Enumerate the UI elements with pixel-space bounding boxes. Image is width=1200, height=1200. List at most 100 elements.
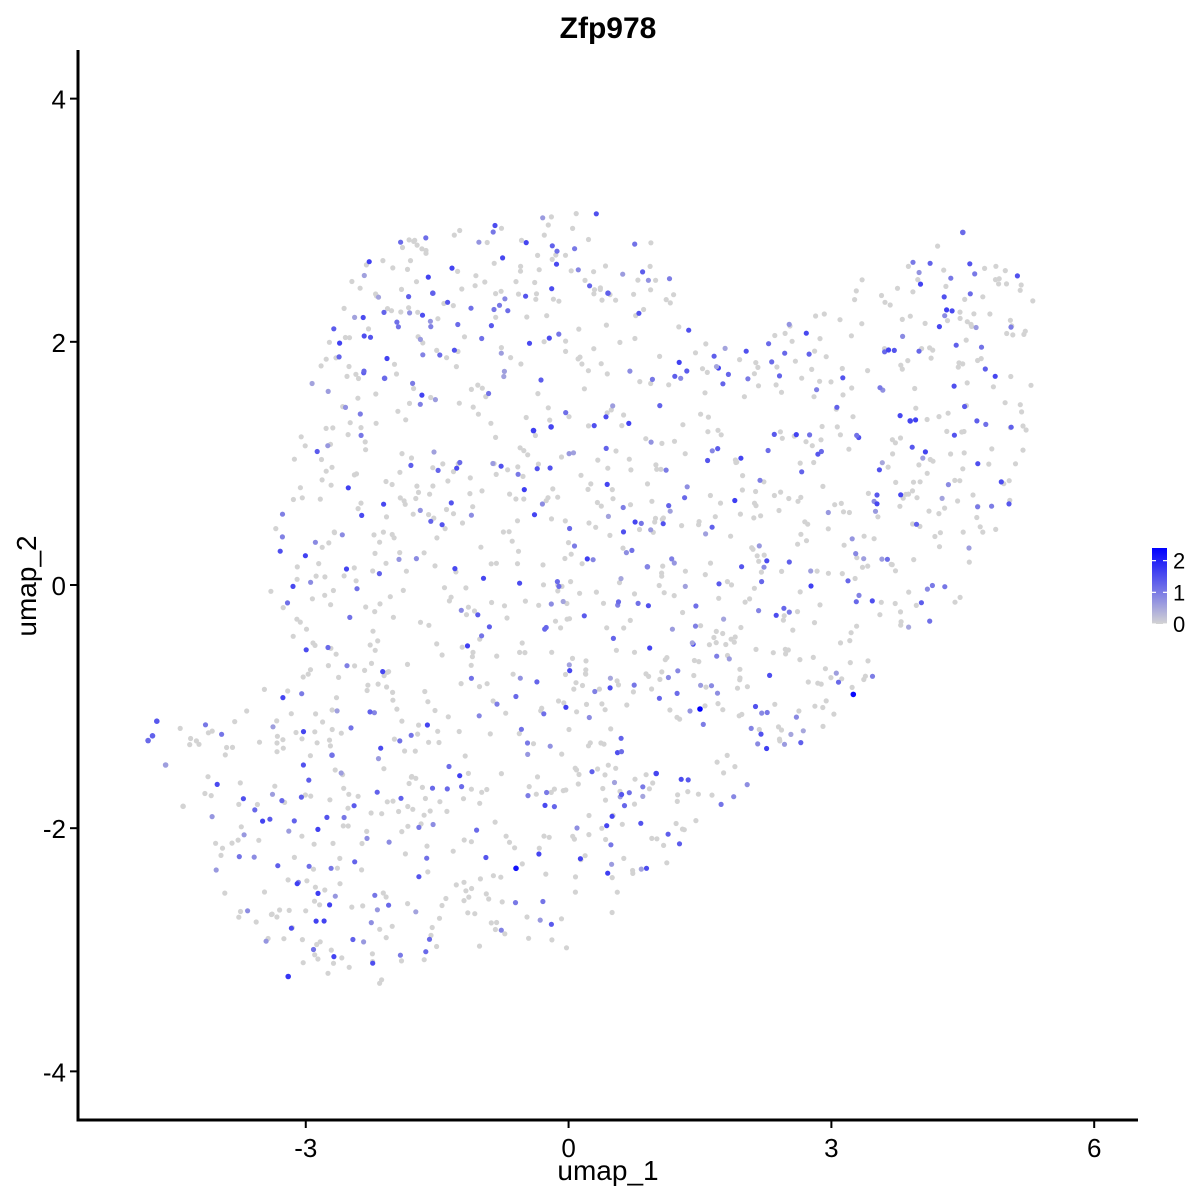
scatter-point [479,488,485,494]
scatter-point [865,368,871,374]
scatter-point [450,469,457,475]
scatter-point [384,669,390,675]
scatter-point [341,814,347,821]
scatter-point [569,655,576,662]
scatter-point [813,313,819,319]
scatter-point [540,898,546,905]
scatter-point [906,589,912,595]
scatter-point [338,730,344,736]
scatter-point [479,385,485,391]
scatter-point [678,776,684,782]
scatter-point [404,266,411,272]
scatter-point [550,296,557,302]
scatter-point [679,523,685,529]
scatter-point [604,371,610,377]
scatter-point [209,728,215,734]
scatter-point [312,884,318,890]
scatter-point [300,674,306,680]
scatter-point [951,432,958,438]
scatter-point [455,321,461,328]
scatter-point [609,487,615,493]
scatter-point [484,681,490,687]
scatter-point [758,513,764,519]
scatter-point [279,798,285,804]
scatter-point [798,531,804,537]
scatter-point [274,749,280,755]
scatter-point [269,791,276,797]
scatter-point [294,576,300,582]
scatter-point [459,520,466,526]
scatter-point [315,956,321,962]
scatter-point [894,285,901,291]
scatter-point [318,456,325,463]
scatter-point [980,529,986,535]
scatter-point [326,540,332,546]
scatter-point [327,797,333,803]
scatter-point [776,736,783,742]
scatter-point [394,319,400,325]
scatter-point [728,636,734,642]
scatter-point [377,926,383,932]
scatter-point [354,586,360,592]
scatter-point [581,613,587,619]
scatter-point [705,429,711,435]
scatter-point [488,561,494,567]
scatter-point [457,773,463,779]
scatter-point [407,258,414,264]
scatter-point [592,688,598,695]
scatter-point [853,551,859,557]
scatter-point [408,732,414,738]
scatter-point [290,496,296,503]
scatter-point [922,320,928,326]
scatter-point [517,649,523,656]
scatter-point [486,896,492,902]
scatter-point [351,565,357,571]
scatter-point [853,288,859,294]
scatter-point [558,625,564,631]
scatter-point [574,825,580,831]
scatter-point [516,731,522,737]
scatter-point [631,649,638,655]
scatter-point [951,383,957,389]
scatter-point [352,663,358,669]
scatter-point [544,789,550,796]
scatter-point [758,569,765,575]
scatter-point [368,920,374,926]
scatter-point [928,355,934,361]
scatter-point [381,375,388,382]
scatter-point [905,358,911,364]
scatter-point [162,762,169,768]
scatter-point [652,515,659,522]
scatter-point [596,686,603,692]
scatter-point [555,494,561,500]
scatter-point [773,612,779,618]
scatter-point [446,598,452,604]
scatter-point [751,515,757,521]
color-legend: 0 1 2 [1152,548,1185,637]
scatter-point [479,335,485,342]
scatter-point [650,780,656,786]
scatter-point [659,669,665,675]
scatter-point [620,529,627,535]
scatter-point [766,341,772,347]
scatter-point [523,293,529,299]
scatter-point [303,908,309,914]
scatter-point [713,364,720,370]
scatter-point [340,823,346,829]
scatter-point [364,828,370,835]
scatter-point [898,362,904,368]
scatter-point [421,957,427,963]
scatter-point [268,588,274,594]
scatter-point [468,305,474,311]
scatter-point [573,211,579,217]
scatter-point [309,380,315,387]
scatter-point [966,559,972,565]
scatter-point [618,576,624,582]
scatter-point [395,408,401,414]
scatter-point [536,851,542,857]
scatter-point [707,492,714,499]
scatter-point [620,271,626,277]
scatter-point [583,701,590,708]
scatter-point [473,273,479,279]
scatter-point [657,403,663,409]
